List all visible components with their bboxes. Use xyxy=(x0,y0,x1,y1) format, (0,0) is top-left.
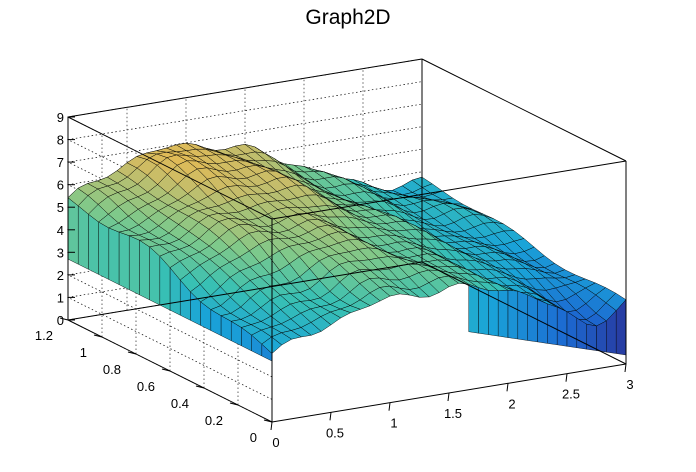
box-edge xyxy=(421,261,627,365)
z-tick-label: 1 xyxy=(57,290,64,305)
y-tick-label: 0 xyxy=(250,430,257,445)
wall-strip xyxy=(128,235,140,296)
z-tick-label: 8 xyxy=(57,133,64,148)
x-tick-label: 1.5 xyxy=(444,406,462,421)
y-tick-mark xyxy=(263,419,273,423)
x-tick-label: 1 xyxy=(390,416,397,431)
y-tick-label: 0.4 xyxy=(171,396,189,411)
x-tick-label: 2 xyxy=(508,396,515,411)
box-edge xyxy=(421,58,627,162)
front-wall-strip xyxy=(566,311,577,348)
box-edge xyxy=(67,116,273,220)
y-tick-label: 1.2 xyxy=(35,328,53,343)
x-tick-label: 0 xyxy=(272,435,279,450)
y-tick-mark xyxy=(93,334,103,338)
x-tick-label: 2.5 xyxy=(562,387,580,402)
front-wall-strip xyxy=(507,289,518,340)
x-tick-mark xyxy=(506,383,509,392)
surface-layer xyxy=(67,142,627,362)
wall-strip xyxy=(118,231,130,291)
z-tick-label: 3 xyxy=(57,245,64,260)
wall-strip xyxy=(149,246,161,306)
front-wall-strip xyxy=(557,306,568,347)
frame-layer xyxy=(67,58,627,423)
z-tick-label: 0 xyxy=(57,313,64,328)
y-tick-mark xyxy=(229,402,239,406)
x-tick-mark xyxy=(388,402,391,411)
y-tick-mark xyxy=(59,317,69,321)
box-edge xyxy=(67,58,423,118)
front-wall-strip xyxy=(596,320,607,353)
z-tick-label: 4 xyxy=(57,223,64,238)
z-tick-label: 2 xyxy=(57,268,64,283)
y-tick-mark xyxy=(161,368,171,372)
z-tick-label: 6 xyxy=(57,178,64,193)
x-tick-label: 0.5 xyxy=(326,425,344,440)
x-tick-mark xyxy=(624,363,627,373)
x-tick-mark xyxy=(565,373,568,382)
front-wall-strip xyxy=(468,283,479,334)
y-tick-label: 0.2 xyxy=(205,413,223,428)
box-edge xyxy=(67,261,423,321)
tick-layer: 0 0.5 1 1.5 2 2.5 3 0 0.2 0.4 0.6 0.8 1 1.2 0 1 2 3 4 5 6 7 8 9 xyxy=(35,110,634,450)
front-wall-strip xyxy=(537,299,548,344)
x-tick-label: 3 xyxy=(626,377,633,392)
wall-strip xyxy=(98,221,110,280)
z-tick-label: 7 xyxy=(57,155,64,170)
chart-title: Graph2D xyxy=(305,6,390,29)
x-tick-mark xyxy=(329,412,332,421)
front-wall-strip xyxy=(498,289,509,338)
x-tick-mark xyxy=(447,392,450,402)
front-wall-strip xyxy=(547,303,558,346)
y-tick-mark xyxy=(127,351,137,355)
y-tick-label: 0.6 xyxy=(137,379,155,394)
wall-strip xyxy=(88,213,99,275)
box-edge xyxy=(271,160,627,220)
z-tick-label: 9 xyxy=(57,110,64,125)
y-tick-label: 0.8 xyxy=(103,362,121,377)
wall-strip xyxy=(139,239,150,301)
y-tick-label: 1 xyxy=(80,345,87,360)
x-tick-mark xyxy=(270,421,273,431)
wall-strip xyxy=(108,227,120,285)
front-wall-strip xyxy=(517,290,528,341)
y-tick-mark xyxy=(195,385,205,389)
wall-strip xyxy=(77,205,89,270)
front-wall-strip xyxy=(527,294,538,343)
z-tick-label: 5 xyxy=(57,200,64,215)
